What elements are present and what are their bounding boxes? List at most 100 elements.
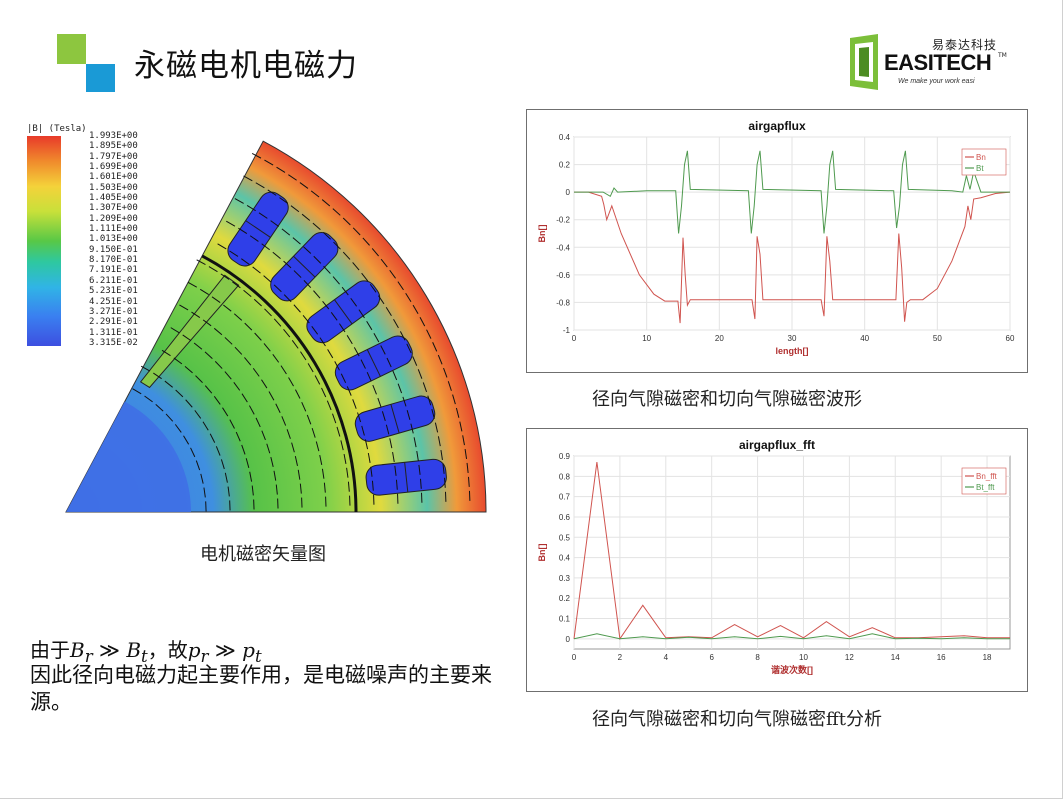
flux-arrow xyxy=(291,442,295,453)
legend-value: 1.111E+00 xyxy=(89,224,138,235)
flux-arrow xyxy=(264,159,274,166)
flux-arrow xyxy=(346,335,353,345)
flux-arrow xyxy=(273,284,282,293)
flux-arrow xyxy=(275,484,278,495)
flux-arrow xyxy=(459,421,463,432)
legend-value: 1.895E+00 xyxy=(89,141,138,152)
flux-arrow xyxy=(209,433,216,443)
flux-arrow xyxy=(202,319,212,327)
flux-arrow xyxy=(220,459,225,470)
flux-arrow xyxy=(248,405,255,415)
y-tick-label: 0.3 xyxy=(559,574,571,583)
flux-arrow xyxy=(393,318,399,329)
y-tick-label: 0.1 xyxy=(559,615,571,624)
flux-arrow xyxy=(266,443,271,454)
flux-arrow xyxy=(381,411,386,422)
flux-arrow xyxy=(302,314,310,324)
flux-arrow xyxy=(353,347,360,357)
flux-arrow xyxy=(301,401,307,412)
flux-arrow xyxy=(283,260,292,269)
flux-arrow xyxy=(357,412,362,423)
motor-flux-vector-plot xyxy=(65,140,487,513)
formula-mid: ，故 xyxy=(147,638,188,662)
flux-arrow xyxy=(263,343,271,352)
flux-arrow xyxy=(251,485,254,496)
x-tick-label: 20 xyxy=(715,334,724,343)
flux-arrow xyxy=(195,375,203,384)
x-tick-label: 0 xyxy=(572,334,577,343)
legend-value: 1.993E+00 xyxy=(89,131,138,141)
legend-value: 6.211E-01 xyxy=(89,275,138,286)
flux-arrow xyxy=(276,166,286,173)
legend-colorbar xyxy=(27,136,61,346)
flux-arrow xyxy=(234,198,244,204)
flux-arrow xyxy=(334,361,340,371)
flux-arrow xyxy=(173,357,183,365)
flux-arrow xyxy=(311,427,316,438)
flux-arrow xyxy=(332,208,341,216)
flux-arrow xyxy=(253,298,262,307)
flux-arrow xyxy=(437,436,441,447)
y-tick-label: 0.6 xyxy=(559,513,571,522)
flux-arrow xyxy=(227,486,230,497)
flux-arrow xyxy=(258,212,268,219)
flux-arrow xyxy=(366,371,372,382)
flux-arrow xyxy=(418,464,421,475)
flux-arrow xyxy=(371,480,374,491)
decor-square-green xyxy=(57,34,86,64)
flux-arrow xyxy=(327,349,334,359)
flux-arrow xyxy=(224,337,233,345)
legend-value: 4.251E-01 xyxy=(89,296,138,307)
y-tick-label: 0.2 xyxy=(559,594,571,603)
flux-arrow xyxy=(303,280,312,289)
stator-slot xyxy=(354,395,436,442)
flux-arrow xyxy=(264,308,272,317)
flux-arrow xyxy=(222,407,229,417)
legend-box xyxy=(961,467,1007,495)
flux-arrow xyxy=(367,452,371,463)
flux-arrow xyxy=(204,385,213,394)
flux-arrow xyxy=(292,237,301,245)
flux-arrow xyxy=(311,325,319,335)
flux-arrow xyxy=(238,227,248,234)
legend-value: 1.699E+00 xyxy=(89,162,138,173)
flux-arrow xyxy=(208,266,218,273)
flux-arrow xyxy=(307,363,314,373)
flux-arrow xyxy=(233,313,243,321)
y-axis-label: Bn[] xyxy=(537,544,547,562)
flux-arrow xyxy=(455,407,460,418)
chart-title: airgapflux_fft xyxy=(738,438,815,452)
flux-arrow xyxy=(462,435,465,446)
flux-arrow xyxy=(170,327,180,334)
flux-arrow xyxy=(358,309,365,319)
flux-arrow xyxy=(392,370,398,381)
x-tick-label: 12 xyxy=(845,653,854,662)
flux-arrow xyxy=(332,413,337,424)
y-tick-label: 0 xyxy=(566,188,571,197)
legend-entry: Bt xyxy=(976,164,984,173)
flux-arrow xyxy=(323,482,326,493)
flux-arrow xyxy=(352,262,360,271)
flux-arrow xyxy=(244,357,252,366)
flux-arrow xyxy=(321,387,327,398)
flux-arrow xyxy=(377,397,382,408)
flux-arrow xyxy=(297,469,301,480)
flux-arrow xyxy=(342,217,351,226)
x-tick-label: 4 xyxy=(664,653,669,662)
flux-arrow xyxy=(386,357,392,368)
flux-arrow xyxy=(273,318,282,327)
flux-arrow xyxy=(187,281,198,288)
flux-arrow xyxy=(443,367,448,378)
easitech-logo-icon xyxy=(850,34,878,90)
flux-arrow xyxy=(261,243,270,251)
legend-value: 9.150E-01 xyxy=(89,244,138,255)
y-axis-label: Bn[] xyxy=(537,225,547,243)
y-tick-label: -0.2 xyxy=(556,216,570,225)
y-tick-label: 0.5 xyxy=(559,533,571,542)
legend-values: 1.993E+00 1.895E+00 1.797E+00 1.699E+00 1.60… xyxy=(89,131,138,348)
flux-arrow xyxy=(392,451,395,462)
legend-entry: Bt_fft xyxy=(976,483,995,492)
flux-arrow xyxy=(371,248,380,257)
flux-arrow xyxy=(155,404,164,412)
flux-arrow xyxy=(249,471,253,482)
